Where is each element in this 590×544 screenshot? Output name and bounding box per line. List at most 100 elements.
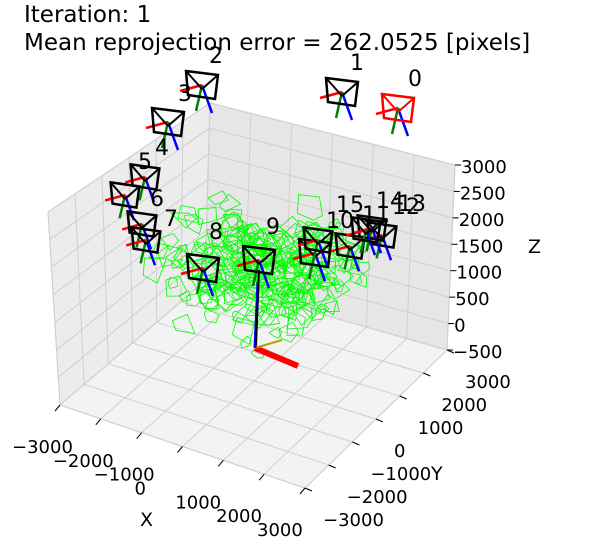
camera-frustum-edge: [129, 163, 146, 182]
cloud-patch: [229, 260, 249, 275]
y-tick-label: 1000: [418, 418, 464, 439]
cloud-patch: [259, 288, 288, 309]
z-grid-back: [207, 204, 451, 272]
chart-title-line1: Iteration: 1: [24, 2, 152, 28]
cloud-patch: [280, 293, 299, 309]
x-tick-label: −2000: [53, 451, 114, 472]
origin-y-axis: [254, 339, 283, 349]
cloud-patch: [310, 307, 327, 321]
camera-label: 2: [209, 44, 223, 69]
camera-frustum: [150, 106, 186, 138]
camera-frustum-edge: [258, 249, 276, 265]
camera-frustum: [380, 92, 416, 124]
cloud-patch: [223, 287, 248, 306]
cloud-patch: [315, 273, 329, 284]
camera-frustum-edge: [130, 226, 147, 245]
x-tick-mark: [177, 446, 183, 453]
z-tick-label: 2500: [460, 183, 506, 204]
cloud-patch: [265, 224, 286, 243]
cloud-patch: [280, 305, 296, 320]
cloud-patch: [354, 272, 368, 288]
cloud-patch: [236, 223, 260, 244]
z-grid-back: [208, 153, 453, 219]
cloud-patch: [268, 326, 283, 339]
cloud-patch: [235, 283, 258, 300]
x-tick-mark: [95, 418, 102, 426]
camera-1: 1: [319, 51, 364, 121]
cloud-patch: [312, 284, 330, 304]
cloud-patch: [286, 304, 318, 330]
cloud-patch: [230, 287, 247, 302]
x-tick-mark: [54, 404, 61, 412]
cloud-patch: [206, 227, 227, 249]
y-grid-floor: [132, 342, 377, 420]
camera-label: 0: [408, 67, 422, 92]
y-tick-mark: [375, 418, 384, 423]
y-tick-label: −2000: [347, 487, 408, 508]
cloud-patch: [264, 259, 283, 274]
camera-label: 15: [336, 193, 364, 218]
cloud-patch: [278, 321, 300, 343]
camera-frustum-edge: [126, 210, 143, 229]
z-grid-left: [56, 229, 207, 351]
camera-label: 9: [266, 215, 280, 240]
camera-label: 8: [209, 220, 223, 245]
camera-label: 5: [138, 150, 152, 175]
cloud-patch: [310, 256, 337, 271]
x-tick-label: −1000: [94, 465, 155, 486]
cloud-patch: [198, 207, 218, 226]
x-tick-mark: [217, 460, 224, 467]
y-grid-floor: [180, 301, 424, 374]
cloud-patch: [167, 277, 179, 289]
x-grid-back: [406, 154, 415, 339]
cloud-patch: [336, 242, 360, 262]
cloud-patch: [211, 236, 225, 248]
cloud-patch: [224, 239, 251, 271]
camera-9: 9: [236, 215, 280, 289]
cloud-patch: [350, 259, 360, 270]
cloud-patch: [218, 193, 242, 212]
cloud-patch: [291, 283, 309, 306]
camera-label: 6: [150, 187, 164, 212]
cloud-patch: [249, 228, 267, 251]
camera-frustum: [302, 225, 334, 255]
z-tick-label: 3000: [461, 157, 507, 178]
z-grid-back: [209, 102, 456, 166]
cloud-patch: [240, 335, 252, 349]
camera-label: 10: [326, 209, 354, 234]
x-tick-label: 3000: [257, 520, 303, 541]
camera-frustum: [109, 180, 141, 210]
camera-frustum: [334, 231, 366, 261]
x-axis-label: X: [140, 509, 153, 531]
cloud-patch: [274, 249, 296, 267]
cloud-patch: [220, 255, 237, 277]
y-tick-mark: [328, 464, 336, 469]
camera-label: 7: [164, 207, 178, 232]
camera-frustum-edge: [151, 107, 169, 127]
camera-label: 1: [350, 51, 364, 76]
camera-frustum-edge: [302, 226, 319, 245]
cloud-patch: [178, 290, 192, 302]
cloud-patch: [142, 257, 167, 284]
camera-frustum: [324, 76, 360, 108]
cloud-patch: [176, 244, 188, 253]
camera-frustum: [241, 244, 277, 276]
camera-frustum-edge: [350, 216, 367, 235]
y-tick-label: −3000: [323, 510, 384, 531]
cloud-patch: [349, 272, 363, 284]
cloud-patch: [235, 220, 250, 233]
cloud-patch: [220, 212, 246, 237]
y-grid-left: [128, 157, 133, 344]
z-axis-label: Z: [528, 236, 541, 258]
y-tick-label: 3000: [465, 372, 511, 393]
cloud-patch: [327, 218, 341, 230]
camera-3: 3: [145, 82, 192, 151]
cloud-patch: [157, 245, 184, 268]
z-tick-label: 500: [455, 289, 489, 310]
z-tick-label: 2000: [459, 210, 505, 231]
camera-frustum-edge: [145, 230, 162, 245]
y-axis-label: Y: [430, 463, 443, 485]
x-tick-mark: [299, 487, 306, 495]
cloud-patch: [319, 293, 337, 316]
